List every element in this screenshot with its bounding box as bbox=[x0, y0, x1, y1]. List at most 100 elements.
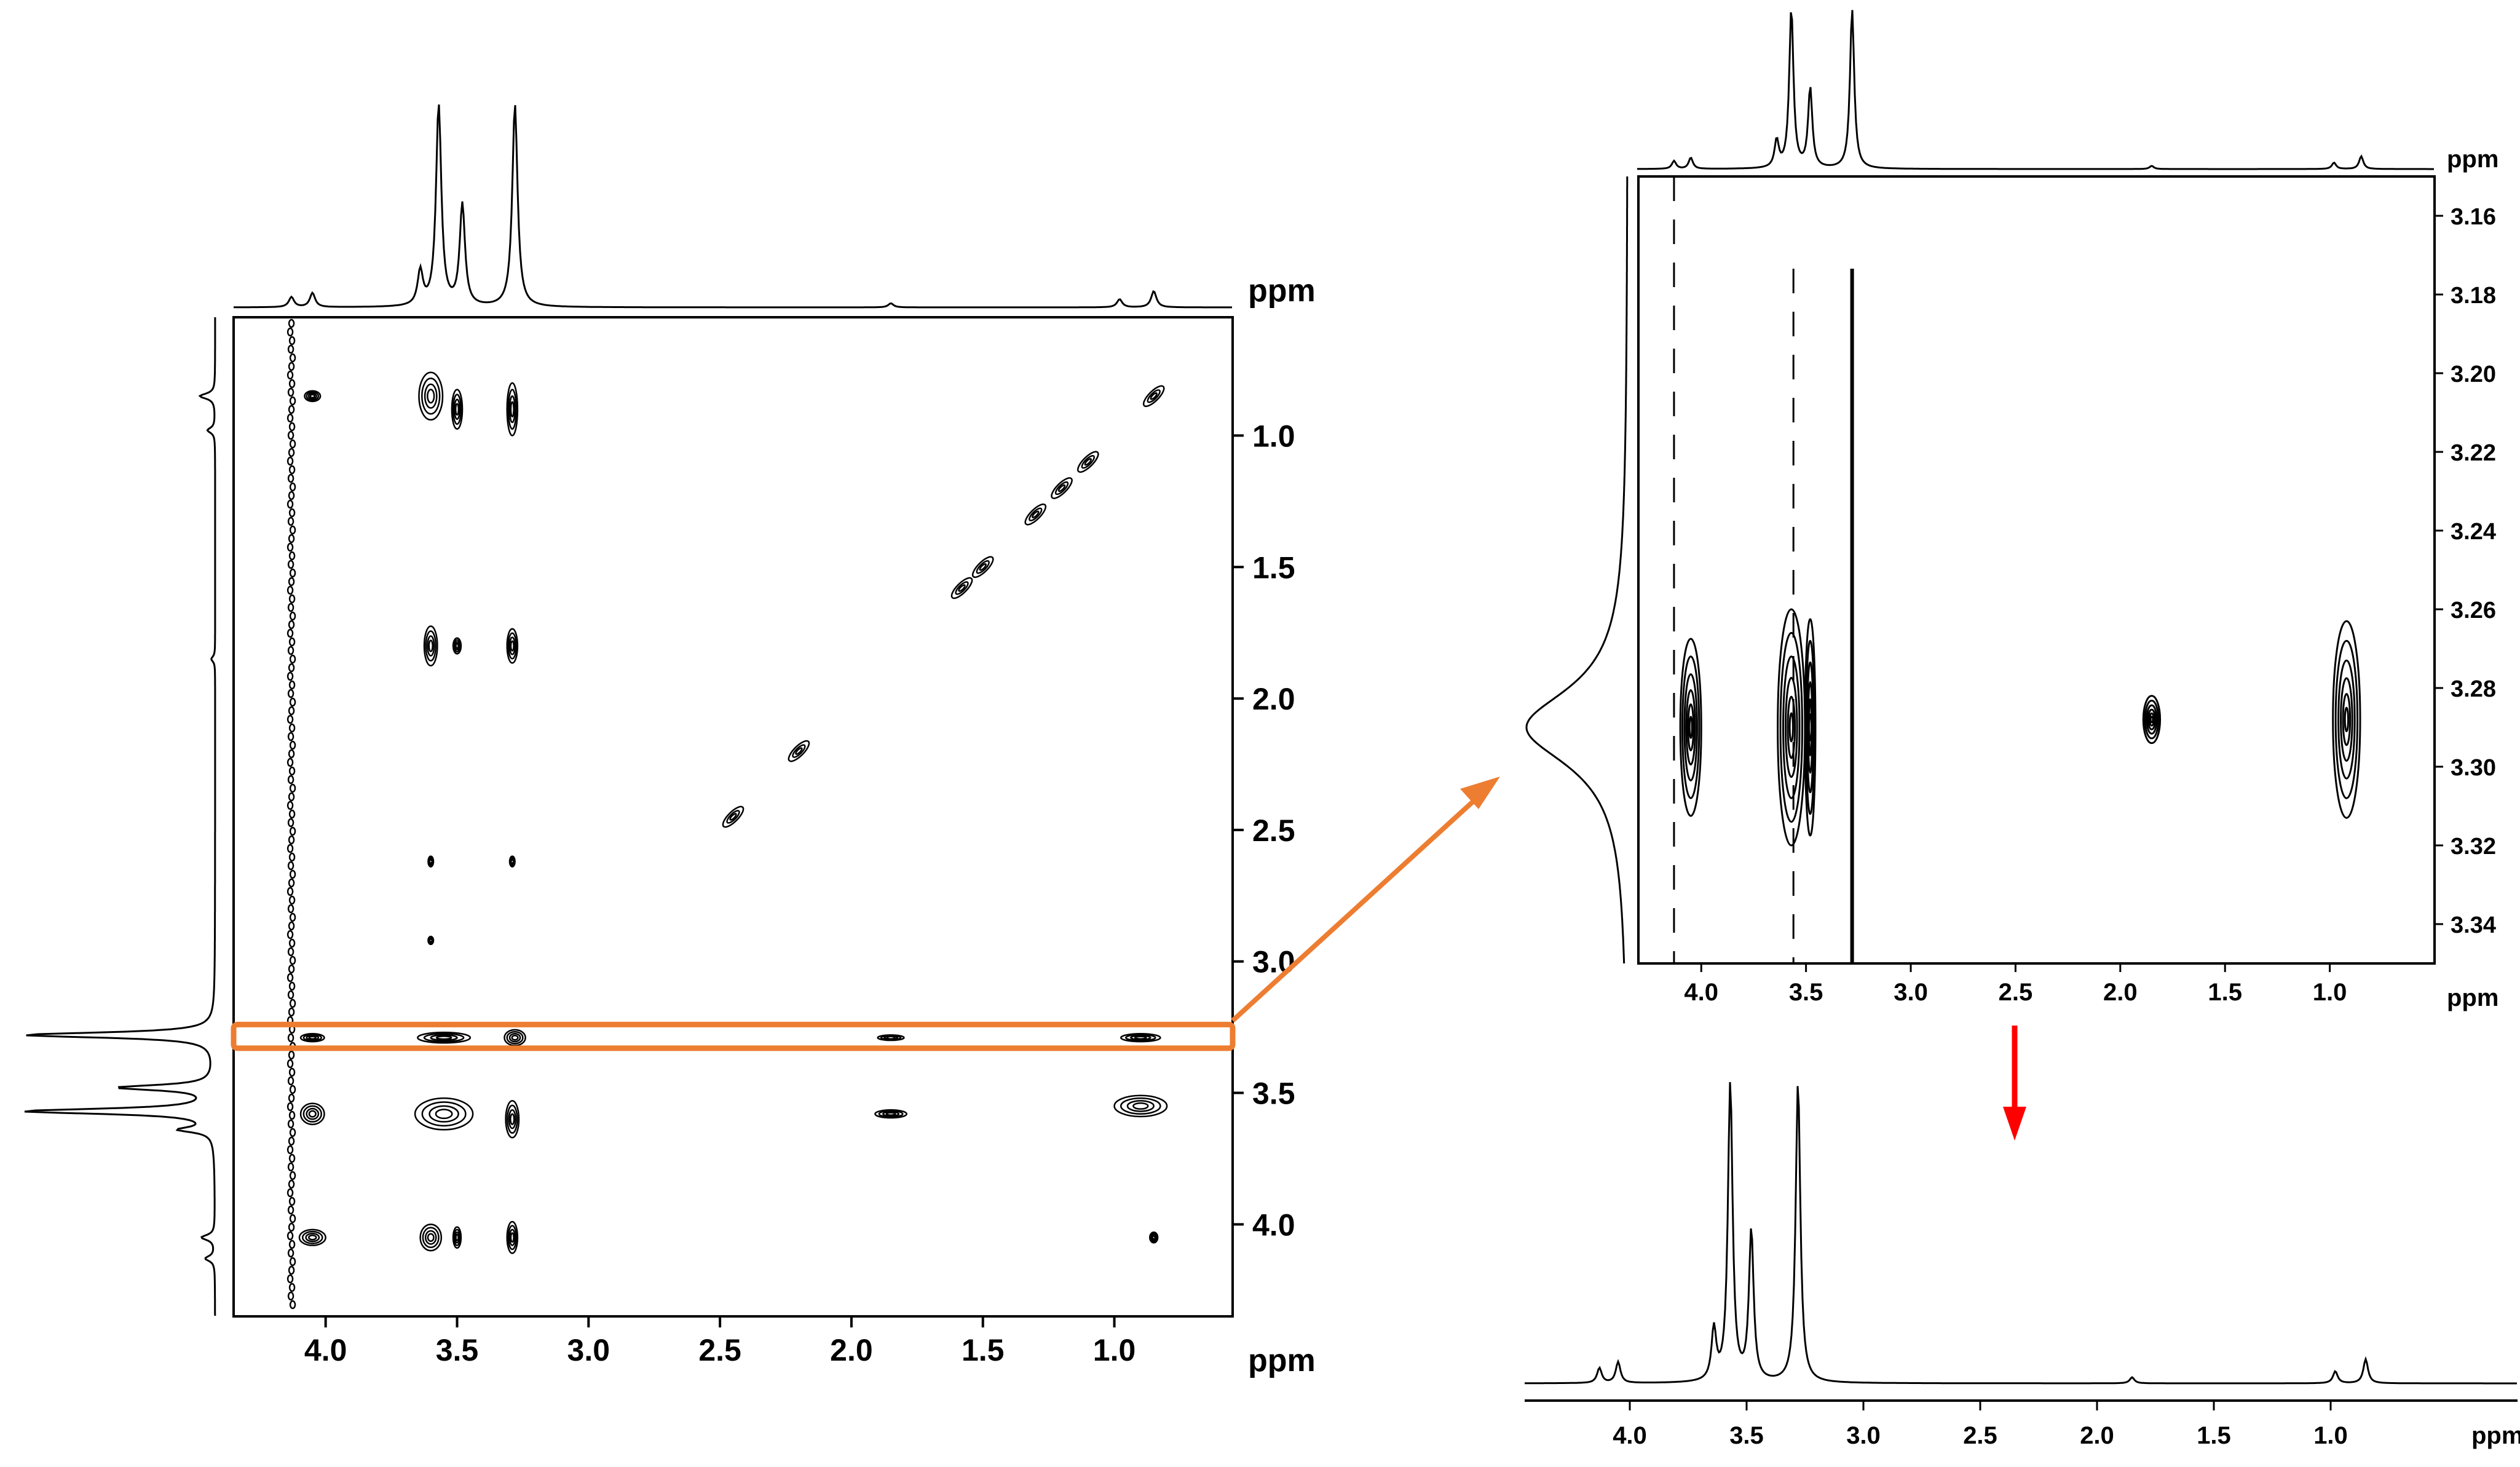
y-tick-label: 3.30 bbox=[2451, 755, 2496, 781]
noise-streak-dot bbox=[287, 516, 294, 526]
noise-streak-dot bbox=[289, 869, 296, 879]
noise-streak-dot bbox=[287, 1248, 294, 1258]
noise-streak-dot bbox=[288, 1153, 296, 1163]
x-tick-label: 1.5 bbox=[962, 1333, 1005, 1367]
noise-streak-dot bbox=[289, 1300, 296, 1310]
cross-peak bbox=[427, 935, 435, 946]
full-2d-spectrum: 4.0 3.5 3.0 2.5 2.0 1.5 1.0 1.0 1.5 2.0 2.5 3.0 3.5… bbox=[24, 104, 1316, 1378]
x-tick-label: 2.5 bbox=[1963, 1422, 1997, 1449]
noise-streak-dot bbox=[288, 835, 295, 845]
noise-streak-dot bbox=[289, 482, 296, 492]
noise-streak-dot bbox=[288, 577, 295, 587]
noise-streak-dot bbox=[288, 1283, 296, 1292]
cross-peak bbox=[304, 390, 322, 403]
noise-streak-dot bbox=[289, 740, 296, 750]
x-tick-label: 1.0 bbox=[1093, 1333, 1136, 1367]
noise-streak-dot bbox=[288, 921, 295, 931]
noise-streak-dot bbox=[286, 413, 294, 423]
cross-peak bbox=[1149, 1231, 1159, 1244]
noise-streak-dot bbox=[288, 1110, 296, 1120]
noise-streak-dot bbox=[288, 723, 296, 733]
noise-streak-dot bbox=[288, 1050, 295, 1060]
noise-streak-dot bbox=[288, 318, 295, 328]
zoom-arrow-shaft bbox=[1231, 797, 1477, 1022]
cross-peak bbox=[877, 1034, 905, 1042]
x-tick-label: 2.0 bbox=[830, 1333, 873, 1367]
x-tick-label: 1.0 bbox=[2313, 1422, 2348, 1449]
noise-streak-dot bbox=[288, 1240, 296, 1249]
noise-streak-dot bbox=[287, 646, 294, 655]
noise-streak-dot bbox=[288, 852, 296, 862]
noise-streak-dot bbox=[289, 568, 296, 578]
noise-streak-dot bbox=[286, 456, 294, 466]
noise-streak-dot bbox=[288, 534, 295, 544]
noise-streak-dot bbox=[289, 525, 296, 535]
cross-peak bbox=[506, 382, 519, 437]
cross-peak bbox=[874, 1109, 907, 1119]
y-tick-label: 3.26 bbox=[2451, 598, 2496, 623]
noise-streak-dot bbox=[289, 654, 296, 664]
x-tick-label: 4.0 bbox=[304, 1333, 347, 1367]
noise-streak-dot bbox=[286, 1059, 294, 1069]
noise-streak-dot bbox=[289, 1171, 296, 1180]
zoom-2d-spectrum: 4.0 3.5 3.0 2.5 2.0 1.5 1.0 3.163.183.203.223.… bbox=[1525, 10, 2498, 1011]
full-2d-x-axis: 4.0 3.5 3.0 2.5 2.0 1.5 1.0 bbox=[304, 1316, 1136, 1367]
noise-streak-dot bbox=[289, 1257, 296, 1267]
noise-streak-dot bbox=[288, 1136, 295, 1146]
noise-streak-dot bbox=[287, 732, 294, 741]
noise-streak-dot bbox=[288, 465, 296, 475]
full-2d-left-projection bbox=[24, 317, 216, 1316]
noise-streak-dot bbox=[287, 560, 294, 569]
noise-streak-dot bbox=[287, 1119, 294, 1129]
y-tick-label: 3.16 bbox=[2451, 204, 2496, 230]
noise-streak-dot bbox=[286, 844, 294, 853]
noise-streak-dot bbox=[288, 749, 295, 759]
slice-arrow-head bbox=[2003, 1107, 2026, 1141]
cross-peak bbox=[508, 855, 516, 868]
noise-streak-dot bbox=[288, 551, 296, 561]
noise-streak-dot bbox=[288, 792, 295, 802]
noise-streak-dot bbox=[287, 1076, 294, 1086]
cross-peak bbox=[417, 1031, 472, 1044]
noise-streak-dot bbox=[288, 405, 295, 414]
x-tick-label: 1.5 bbox=[2208, 979, 2242, 1006]
slice-arrow bbox=[2003, 1026, 2026, 1141]
zoom-2d-frame bbox=[1637, 175, 2436, 965]
noise-streak-dot bbox=[286, 499, 294, 509]
noise-streak-dot bbox=[287, 430, 294, 440]
noise-streak-dot bbox=[287, 689, 294, 698]
noise-streak-dot bbox=[286, 327, 294, 337]
noise-streak-dot bbox=[288, 1196, 296, 1206]
x-tick-label: 3.0 bbox=[1846, 1422, 1881, 1449]
noise-streak-dot bbox=[286, 370, 294, 380]
y-tick-label: 3.20 bbox=[2451, 362, 2496, 387]
noise-streak-dot bbox=[288, 964, 295, 974]
noise-streak-dot bbox=[288, 1265, 295, 1275]
full-2d-y-axis: 1.0 1.5 2.0 2.5 3.0 3.5 4.0 bbox=[1233, 419, 1295, 1242]
noise-streak-dot bbox=[287, 861, 294, 871]
noise-streak-dot bbox=[287, 1162, 294, 1172]
noise-streak-dot bbox=[288, 594, 296, 604]
noise-streak-dot bbox=[286, 714, 294, 724]
noise-streak-dot bbox=[288, 620, 295, 630]
cross-peak bbox=[414, 1097, 474, 1131]
noise-streak-dot bbox=[287, 904, 294, 914]
y-tick-label: 4.0 bbox=[1252, 1208, 1295, 1242]
y-tick-label: 3.22 bbox=[2451, 440, 2496, 466]
noise-streak-dot bbox=[288, 491, 295, 500]
diagonal-peak bbox=[1076, 451, 1099, 473]
x-tick-label: 4.0 bbox=[1684, 979, 1718, 1006]
noise-streak-dot bbox=[288, 663, 295, 673]
diagonal-peak bbox=[722, 805, 745, 828]
x-tick-label: 3.0 bbox=[567, 1333, 610, 1367]
row-slice-x-axis: 4.0 3.5 3.0 2.5 2.0 1.5 1.0 bbox=[1613, 1401, 2348, 1449]
zoom-2d-top-unit-label: ppm bbox=[2447, 146, 2498, 173]
noise-streak-dot bbox=[287, 387, 294, 397]
cross-peak bbox=[298, 1228, 326, 1246]
zoom-cross-peak bbox=[2142, 695, 2162, 745]
y-tick-label: 1.0 bbox=[1252, 419, 1295, 453]
y-tick-label: 2.5 bbox=[1252, 813, 1295, 848]
noise-streak-dot bbox=[286, 930, 294, 939]
cross-peak bbox=[505, 1100, 520, 1139]
